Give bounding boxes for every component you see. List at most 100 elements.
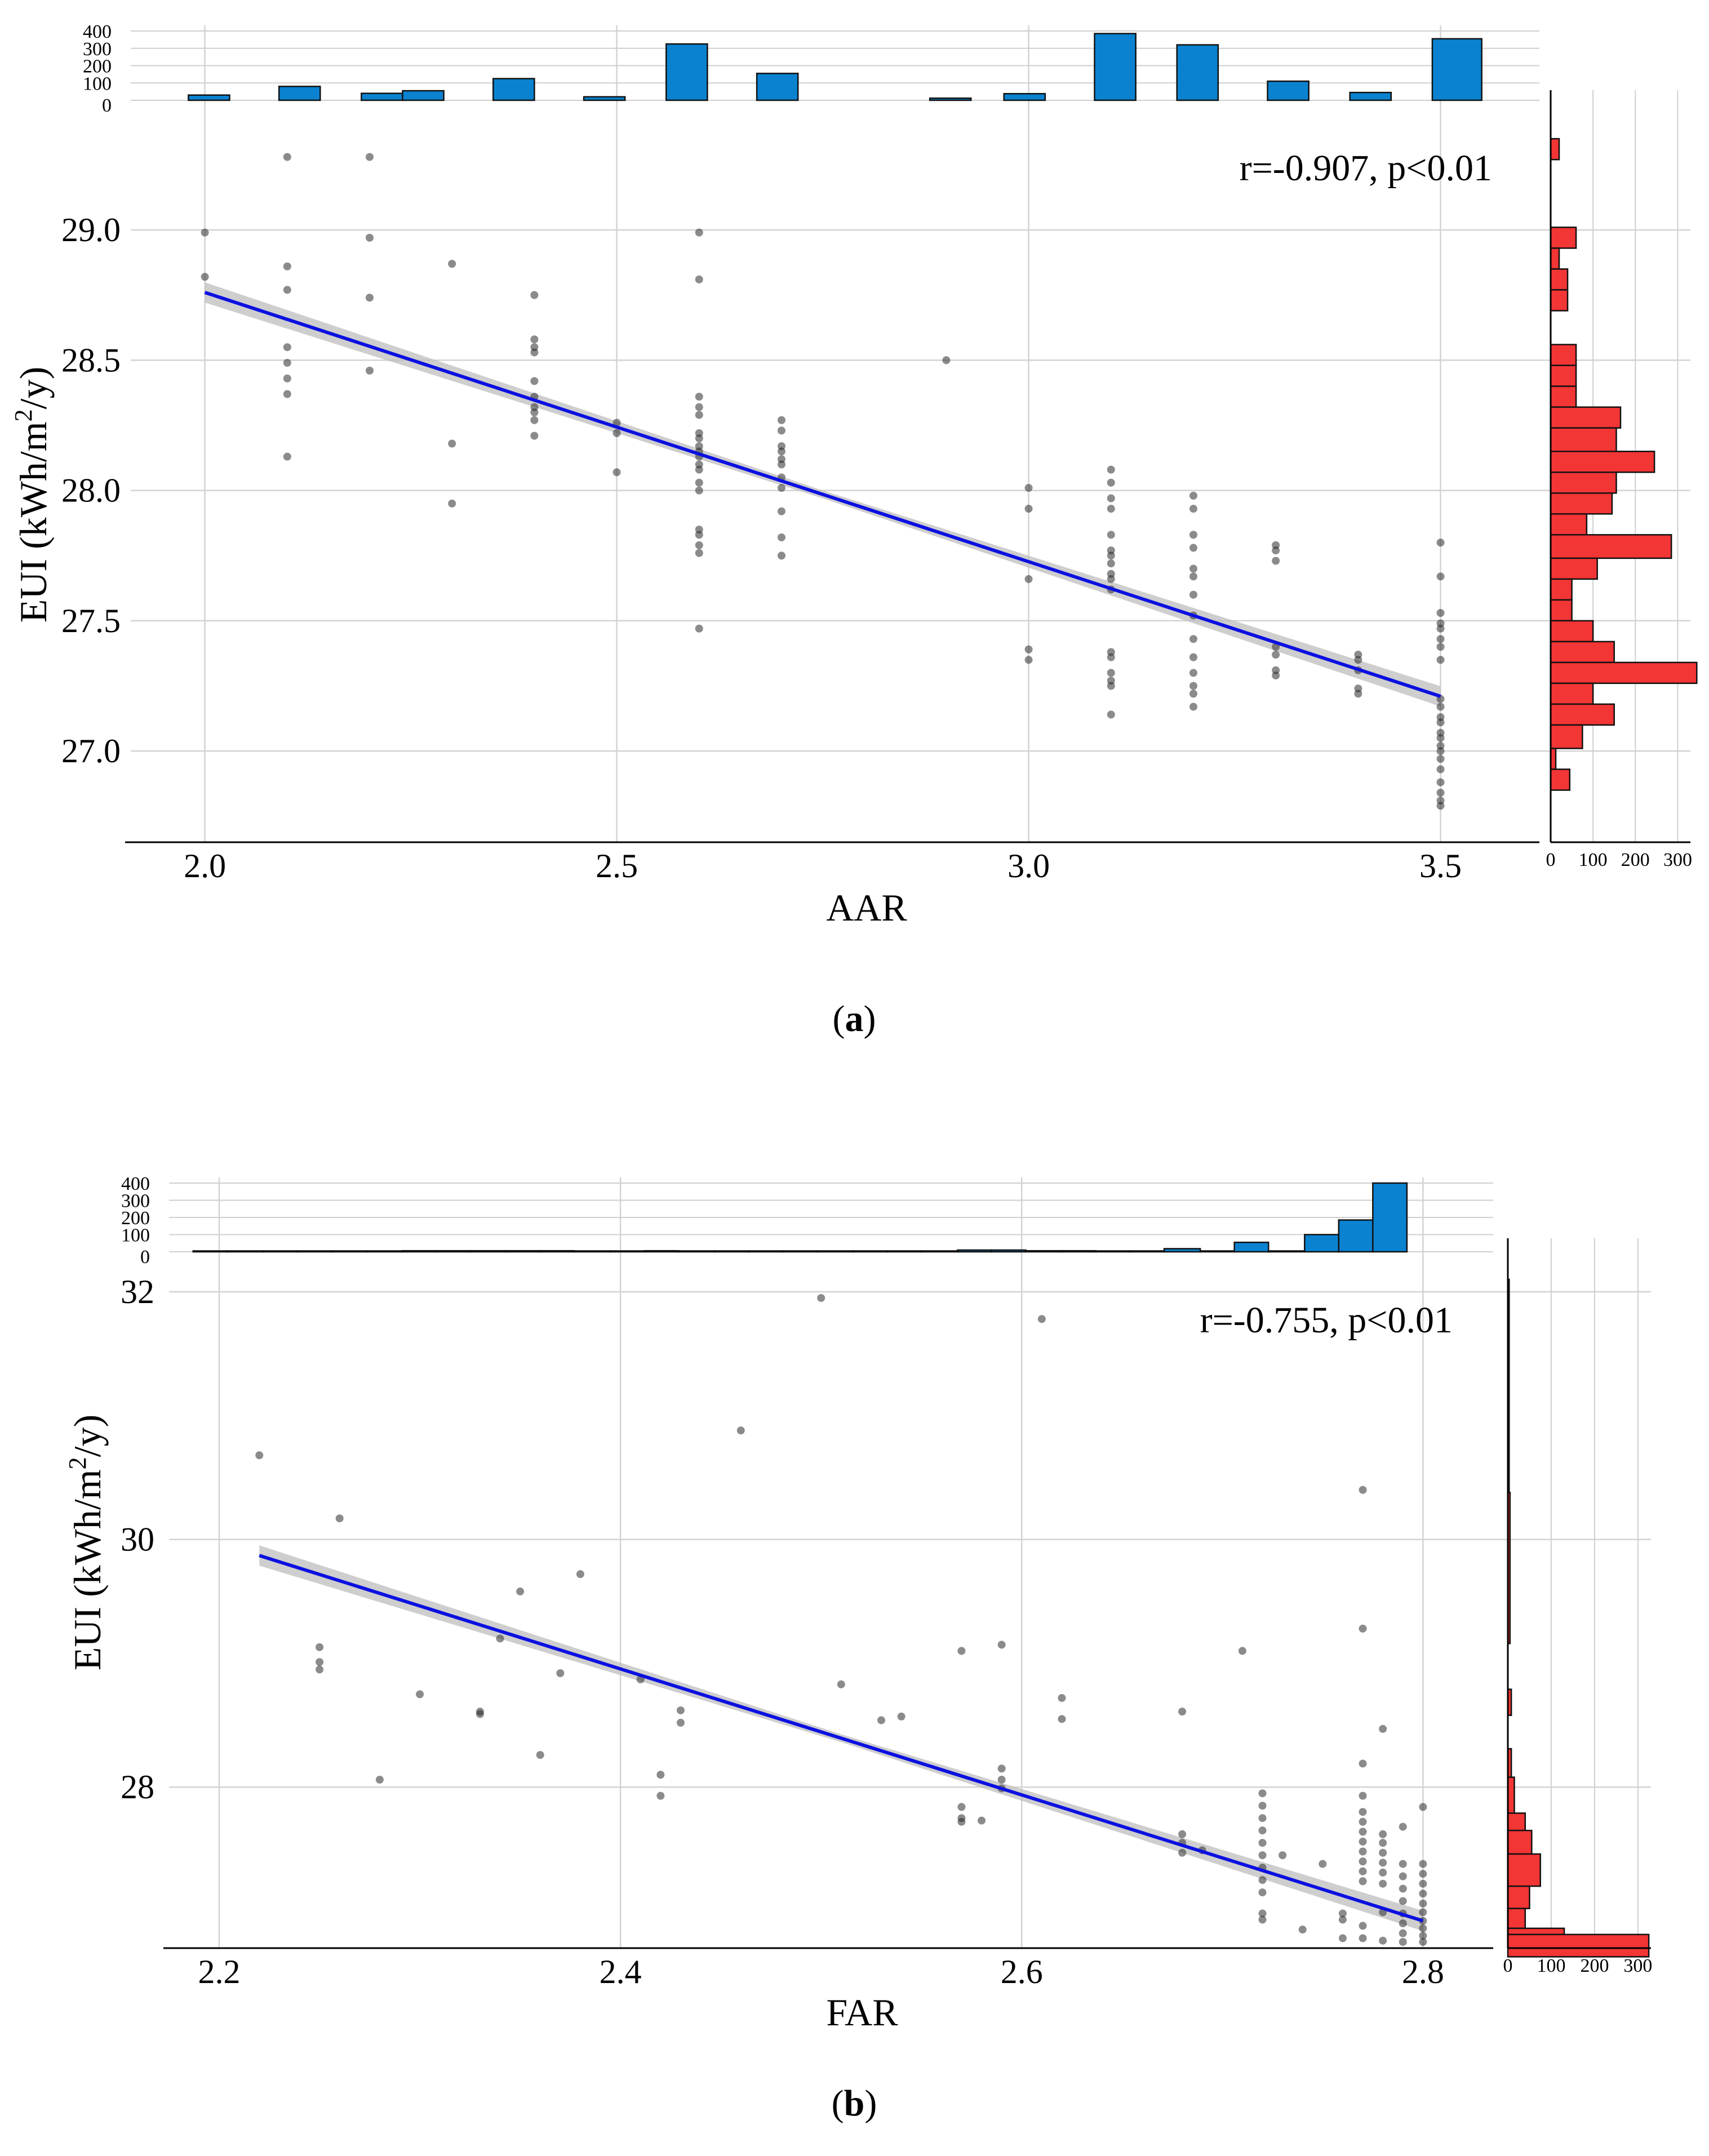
b-scatter-point bbox=[1258, 1876, 1267, 1884]
a-y-tick-label: 28.0 bbox=[61, 472, 121, 509]
a-y-tick-label: 29.0 bbox=[61, 211, 121, 248]
b-scatter-point bbox=[316, 1643, 324, 1651]
a-top-hist-bar bbox=[1176, 44, 1219, 101]
a-top-histogram-gridlines bbox=[131, 30, 1539, 101]
a-right-hist-tick-label: 300 bbox=[1663, 850, 1692, 870]
a-caption-letter: a bbox=[845, 998, 864, 1039]
a-scatter-point bbox=[1436, 734, 1445, 742]
b-top-hist-tick-label: 400 bbox=[121, 1173, 150, 1194]
b-top-hist-tick-label: 100 bbox=[121, 1225, 150, 1246]
a-scatter-point bbox=[695, 228, 703, 237]
b-scatter-point bbox=[1399, 1897, 1407, 1905]
b-scatter-point bbox=[1359, 1792, 1367, 1800]
b-scatter-point bbox=[1279, 1851, 1287, 1860]
b-scatter-point bbox=[516, 1587, 525, 1595]
b-scatter-point bbox=[1399, 1884, 1407, 1893]
a-scatter-point bbox=[530, 377, 539, 385]
a-scatter-point bbox=[1189, 590, 1197, 599]
b-top-histogram bbox=[192, 1182, 1408, 1253]
b-right-hist-bar bbox=[1507, 1933, 1650, 1958]
b-scatter-point bbox=[1419, 1879, 1427, 1888]
b-right-hist-bar bbox=[1507, 1927, 1565, 1936]
a-scatter-point bbox=[1272, 672, 1280, 679]
a-right-hist-bar bbox=[1550, 513, 1588, 536]
b-right-hist-tick-label: 0 bbox=[1503, 1955, 1513, 1976]
a-y-tick-labels: 27.0 27.5 28.0 28.5 29.0 bbox=[61, 211, 121, 770]
b-scatter-point bbox=[1178, 1830, 1187, 1838]
a-right-hist-bar bbox=[1550, 226, 1577, 249]
a-scatter-point bbox=[1189, 653, 1197, 661]
a-scatter-point bbox=[283, 343, 291, 352]
b-scatter-point bbox=[1419, 1870, 1427, 1878]
b-right-hist-bar bbox=[1507, 1885, 1530, 1909]
a-y-axis-label: EUI (kWh/m2/y) bbox=[10, 367, 55, 623]
b-x-tick-label: 2.2 bbox=[198, 1953, 241, 1990]
a-scatter-point bbox=[201, 228, 209, 237]
a-scatter-point bbox=[1107, 575, 1115, 583]
b-top-hist-bar bbox=[1338, 1219, 1374, 1253]
a-gridlines bbox=[131, 25, 1690, 842]
b-scatter-point bbox=[978, 1816, 986, 1825]
a-x-tick-label: 3.5 bbox=[1419, 847, 1462, 884]
b-right-hist-tick-label: 200 bbox=[1580, 1955, 1609, 1976]
a-axes bbox=[125, 90, 1690, 843]
b-scatter-point bbox=[817, 1293, 825, 1302]
b-scatter-point bbox=[375, 1776, 384, 1784]
b-scatter-point bbox=[1359, 1808, 1367, 1816]
a-scatter-point bbox=[1189, 635, 1197, 643]
b-scatter-point bbox=[335, 1514, 344, 1523]
b-scatter-point bbox=[1419, 1932, 1427, 1940]
a-scatter-point bbox=[777, 460, 785, 469]
a-scatter-point bbox=[448, 260, 456, 268]
b-scatter-point bbox=[1258, 1915, 1267, 1924]
a-right-hist-bar bbox=[1550, 364, 1577, 387]
b-scatter-point bbox=[676, 1718, 685, 1727]
a-scatter-point bbox=[1024, 645, 1033, 654]
b-regression-line-path bbox=[259, 1554, 1424, 1923]
a-scatter-point bbox=[530, 291, 539, 299]
a-x-axis-label: AAR bbox=[826, 886, 907, 929]
b-scatter-point bbox=[1379, 1839, 1387, 1847]
a-scatter-point bbox=[695, 478, 703, 487]
a-right-hist-bar bbox=[1550, 661, 1698, 684]
b-top-hist-bar bbox=[957, 1249, 993, 1253]
a-y-label-superscript: 2 bbox=[10, 409, 37, 421]
a-regression-line-path bbox=[204, 291, 1441, 698]
a-scatter-point bbox=[777, 484, 785, 492]
b-scatter-point bbox=[897, 1712, 905, 1721]
a-right-hist-tick-label: 100 bbox=[1579, 850, 1608, 870]
a-scatter-point bbox=[695, 403, 703, 411]
a-scatter-points bbox=[201, 153, 1445, 810]
a-right-hist-bar bbox=[1550, 641, 1615, 664]
b-scatter-point bbox=[1258, 1802, 1267, 1810]
b-right-histogram-tick-labels: 0 100 200 300 bbox=[1503, 1955, 1653, 1976]
a-scatter-point bbox=[365, 366, 374, 375]
b-scatter-point bbox=[1359, 1817, 1367, 1826]
a-right-hist-bar bbox=[1550, 289, 1569, 312]
a-scatter-point bbox=[695, 465, 703, 474]
a-scatter-point bbox=[1436, 539, 1445, 547]
a-top-hist-bar bbox=[492, 78, 535, 101]
b-top-hist-bar bbox=[227, 1250, 264, 1253]
a-scatter-point bbox=[1024, 505, 1033, 513]
b-x-tick-label: 2.4 bbox=[600, 1953, 642, 1990]
b-right-hist-tick-label: 300 bbox=[1623, 1955, 1652, 1976]
a-scatter-point bbox=[365, 153, 374, 161]
b-regression-line bbox=[259, 1554, 1424, 1923]
b-scatter-point bbox=[1419, 1899, 1427, 1908]
b-scatter-point bbox=[1058, 1715, 1066, 1723]
b-top-hist-bar bbox=[920, 1250, 958, 1253]
b-top-hist-bar bbox=[1129, 1250, 1165, 1253]
a-right-hist-bar bbox=[1550, 406, 1622, 429]
a-top-hist-bar bbox=[665, 43, 708, 101]
a-top-hist-tick-label: 0 bbox=[102, 95, 112, 116]
b-scatter-point bbox=[656, 1771, 665, 1779]
a-right-hist-tick-label: 200 bbox=[1621, 850, 1650, 870]
b-top-hist-bar bbox=[991, 1249, 1027, 1253]
a-scatter-point bbox=[1189, 491, 1197, 500]
b-scatter-point bbox=[1338, 1915, 1347, 1924]
a-scatter-point bbox=[777, 416, 785, 424]
a-scatter-point bbox=[695, 393, 703, 401]
b-scatter-point bbox=[1258, 1814, 1267, 1822]
b-scatter-point bbox=[1058, 1693, 1066, 1702]
